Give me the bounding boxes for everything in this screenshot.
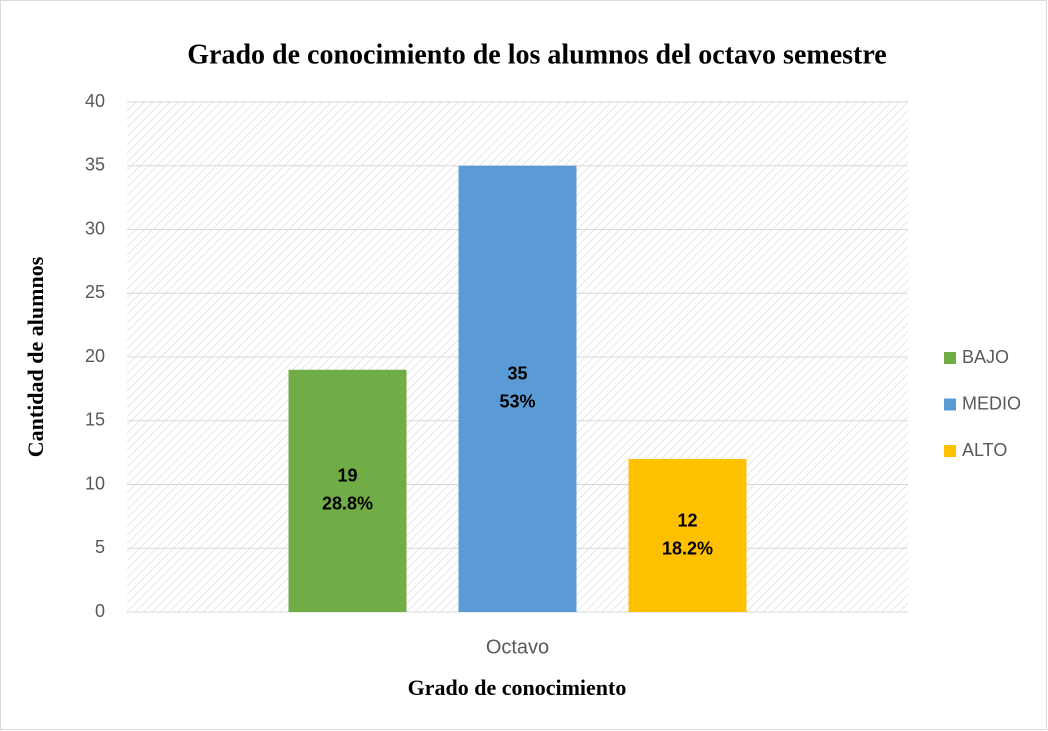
legend-swatch bbox=[944, 445, 956, 457]
chart-title: Grado de conocimiento de los alumnos del… bbox=[187, 39, 886, 70]
legend-label: BAJO bbox=[962, 347, 1009, 367]
legend-swatch bbox=[944, 398, 956, 411]
bar bbox=[628, 459, 747, 612]
data-label: 19 bbox=[337, 466, 357, 486]
y-tick-label: 25 bbox=[85, 282, 105, 302]
data-label: 35 bbox=[507, 364, 527, 384]
y-tick-label: 35 bbox=[85, 155, 105, 175]
y-tick-label: 15 bbox=[85, 410, 105, 430]
data-label-percent: 28.8% bbox=[322, 494, 373, 514]
x-tick-label: Octavo bbox=[486, 636, 549, 658]
data-label-percent: 18.2% bbox=[662, 538, 713, 558]
bar bbox=[288, 369, 407, 612]
y-tick-label: 40 bbox=[85, 91, 105, 111]
y-tick-label: 20 bbox=[85, 346, 105, 366]
bar bbox=[458, 165, 577, 612]
y-tick-label: 0 bbox=[95, 601, 105, 621]
y-axis-title: Cantidad de alumnos bbox=[23, 256, 48, 457]
legend-label: ALTO bbox=[962, 440, 1007, 460]
legend-label: MEDIO bbox=[962, 393, 1021, 413]
y-tick-label: 10 bbox=[85, 473, 105, 493]
y-tick-label: 30 bbox=[85, 218, 105, 238]
x-axis-title: Grado de conocimiento bbox=[408, 675, 627, 700]
legend-swatch bbox=[944, 352, 956, 364]
data-label: 12 bbox=[677, 510, 697, 530]
y-tick-label: 5 bbox=[95, 537, 105, 557]
data-label-percent: 53% bbox=[499, 392, 535, 412]
